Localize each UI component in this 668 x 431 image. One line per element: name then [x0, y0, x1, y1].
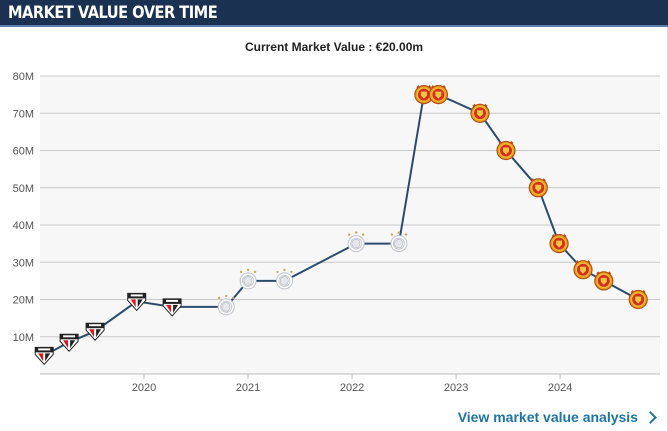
y-tick-label: 50M — [13, 183, 34, 195]
y-tick-label: 10M — [13, 332, 34, 344]
ajax-badge-icon[interactable] — [239, 268, 257, 290]
y-tick-label: 80M — [13, 71, 34, 83]
man-utd-badge-icon[interactable] — [573, 260, 593, 280]
man-utd-badge-icon[interactable] — [414, 84, 434, 105]
x-tick-label: 2020 — [132, 382, 156, 394]
man-utd-badge-icon[interactable] — [549, 234, 569, 254]
view-analysis-link[interactable]: View market value analysis — [457, 409, 657, 425]
ajax-badge-icon[interactable] — [276, 268, 293, 290]
x-tick-label: 2022 — [340, 382, 364, 394]
y-tick-label: 40M — [13, 220, 34, 232]
man-utd-badge-icon[interactable] — [528, 178, 548, 198]
y-axis: 10M 20M 30M 40M 50M 60M 70M 80M — [13, 71, 34, 344]
sao-paulo-badge-icon[interactable] — [85, 322, 105, 341]
x-tick-label: 2023 — [444, 382, 468, 394]
current-market-value: Current Market Value : €20.00m — [244, 40, 424, 54]
ajax-badge-icon[interactable] — [390, 231, 408, 253]
widget-title: MARKET VALUE OVER TIME — [8, 3, 218, 23]
view-analysis-label: View market value analysis — [457, 409, 638, 425]
data-points — [34, 84, 648, 366]
sao-paulo-badge-icon[interactable] — [127, 292, 147, 312]
widget-header: MARKET VALUE OVER TIME — [0, 0, 668, 27]
x-tick-label: 2024 — [548, 382, 572, 394]
y-tick-label: 60M — [13, 146, 34, 158]
man-utd-badge-icon[interactable] — [594, 271, 614, 291]
y-tick-label: 30M — [13, 257, 34, 269]
chevron-right-icon — [644, 411, 657, 424]
man-utd-badge-icon[interactable] — [470, 103, 490, 123]
y-tick-label: 70M — [13, 108, 34, 120]
man-utd-badge-icon[interactable] — [496, 140, 516, 161]
man-utd-badge-icon[interactable] — [428, 84, 448, 105]
sao-paulo-badge-icon[interactable] — [59, 333, 79, 353]
ajax-badge-icon[interactable] — [347, 231, 365, 253]
ajax-badge-icon[interactable] — [217, 294, 235, 316]
man-utd-badge-icon[interactable] — [628, 289, 648, 310]
x-tick-label: 2021 — [236, 382, 260, 394]
x-axis: 2020 2021 2022 2023 2024 — [132, 374, 572, 394]
sao-paulo-badge-icon[interactable] — [162, 298, 182, 317]
y-tick-label: 20M — [13, 295, 34, 307]
gridlines — [40, 75, 660, 375]
sao-paulo-badge-icon[interactable] — [34, 346, 54, 366]
